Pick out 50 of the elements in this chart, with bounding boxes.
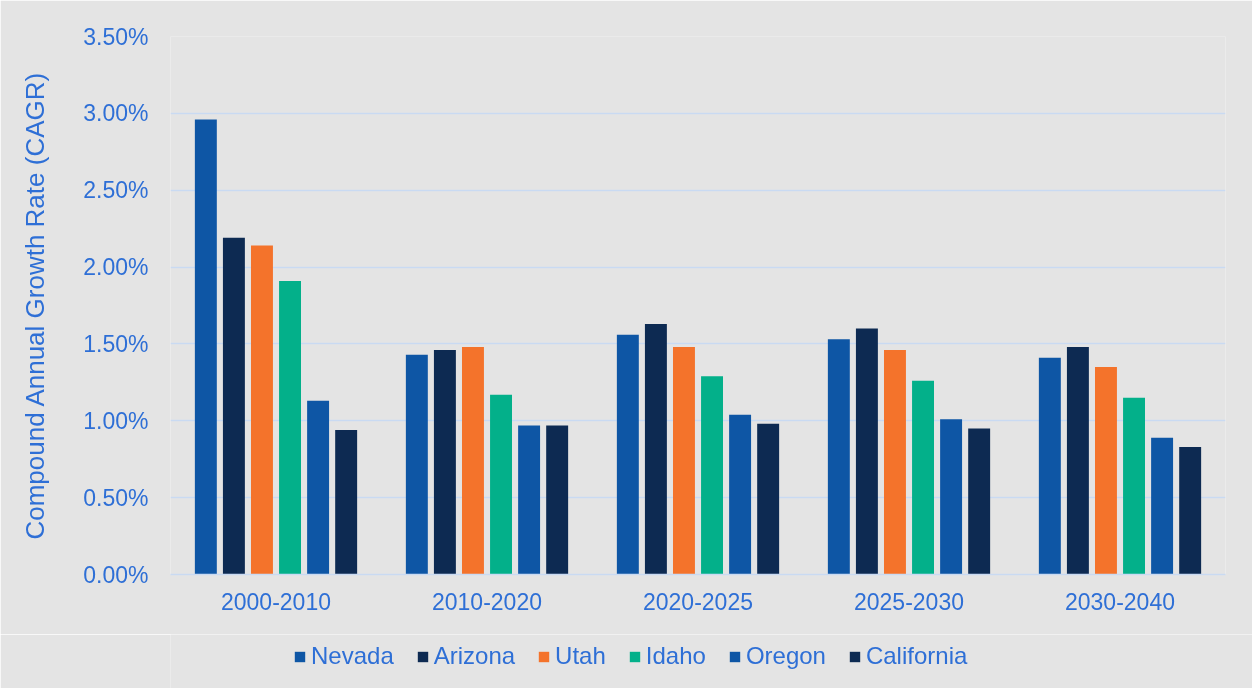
legend-label: Nevada [311,642,394,670]
bar [701,376,723,575]
bar [222,237,245,575]
bar [405,354,428,575]
bar [1038,357,1061,575]
y-tick-label: 3.00% [83,100,149,127]
bar [433,350,456,575]
legend-label: Oregon [745,642,826,670]
bar [644,323,667,575]
bar [912,380,934,575]
x-tick-label: 2020-2025 [643,588,753,615]
bar [462,347,484,575]
legend-label: Arizona [433,642,516,670]
x-tick-label: 2025-2030 [854,588,964,615]
x-tick-label: 2000-2010 [221,588,331,615]
bar [1151,437,1174,575]
bar [1179,446,1202,575]
y-tick-label: 2.50% [83,177,149,204]
bar [546,425,569,575]
bar [855,328,878,575]
bar [729,414,752,575]
y-tick-label: 0.00% [83,561,149,588]
bar [1095,366,1117,575]
x-tick-label: 2030-2040 [1065,588,1175,615]
y-tick-label: 0.50% [83,484,149,511]
bar [1066,347,1089,575]
y-tick-label: 1.50% [83,330,149,357]
bar [616,334,639,575]
bar [884,350,906,575]
legend-label: California [865,642,968,670]
legend-label: Utah [555,642,606,670]
bar [940,419,963,575]
bar [1123,397,1145,575]
x-tick-label: 2010-2020 [432,588,542,615]
bar [279,280,301,575]
y-tick-label: 1.00% [83,407,149,434]
y-tick-label: 2.00% [83,254,149,281]
bar [335,430,358,575]
bar [194,119,217,575]
y-tick-label: 3.50% [83,23,149,50]
bar [307,400,330,575]
legend-label: Idaho [645,642,706,670]
bar [757,423,780,575]
bar [490,394,512,575]
bar [968,428,991,575]
y-axis-title: Compound Annual Growth Rate (CAGR) [20,72,51,540]
bar [518,425,541,575]
bar [827,339,850,575]
bar [673,347,695,575]
bar [251,245,273,575]
